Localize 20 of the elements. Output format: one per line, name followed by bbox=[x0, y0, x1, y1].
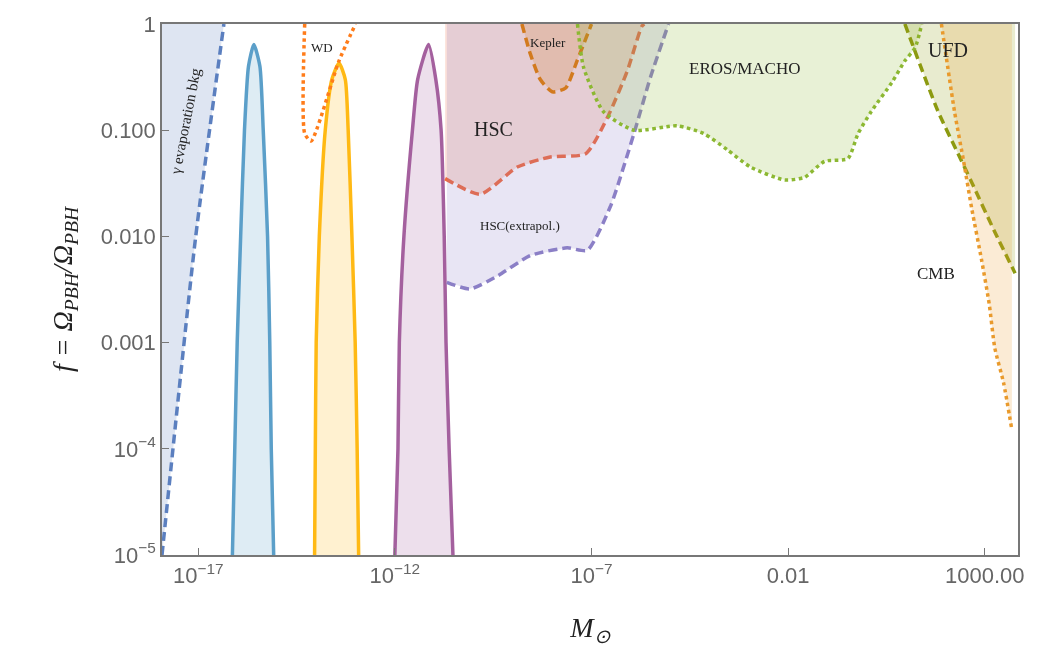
annotation: WD bbox=[311, 40, 333, 55]
y-tick-label: 0.001 bbox=[100, 330, 156, 356]
annotation: UFD bbox=[928, 39, 969, 61]
y-tick-label: 1 bbox=[143, 11, 156, 37]
x-tick-label: 10$^{−12}$ bbox=[369, 559, 421, 589]
y-tick-label: 10$^{−5}$ bbox=[113, 539, 156, 568]
x-axis-title: M$_{⊙}$ bbox=[569, 611, 611, 647]
annotation: EROS/MACHO bbox=[689, 59, 801, 78]
annotation: HSC bbox=[474, 118, 513, 140]
x-tick-label: 10$^{−7}$ bbox=[570, 559, 613, 589]
x-tick-label: 0.01 bbox=[766, 563, 810, 589]
x-tick-label: 1000.00 bbox=[944, 563, 1025, 589]
annotation: HSC(extrapol.) bbox=[480, 218, 560, 233]
y-tick-label: 10$^{−4}$ bbox=[113, 433, 157, 462]
y-tick-label: 0.100 bbox=[100, 117, 156, 143]
annotation: Kepler bbox=[530, 35, 567, 50]
x-tick-label: 10$^{−17}$ bbox=[172, 559, 224, 589]
annotation: CMB bbox=[917, 264, 955, 283]
y-tick-label: 0.010 bbox=[100, 224, 156, 250]
annotation: γ evaporation bkg bbox=[167, 66, 204, 177]
